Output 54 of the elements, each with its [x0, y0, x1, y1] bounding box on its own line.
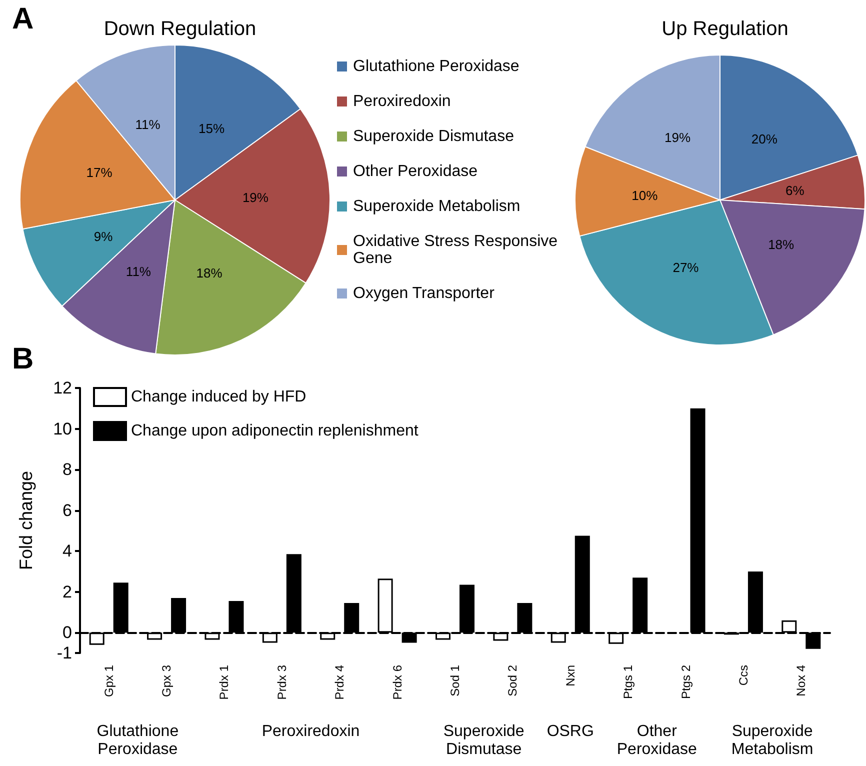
data-label: 11%: [126, 264, 152, 280]
data-label: 18%: [768, 236, 795, 252]
x-tick-label: Nox 4: [794, 664, 808, 696]
y-tick-label: -1: [56, 644, 72, 662]
text: OSRG: [546, 723, 595, 741]
legend-label: Other Peroxidase: [353, 163, 478, 180]
text: Peroxiredoxin: [260, 723, 361, 741]
y-tick-label: 8: [62, 460, 72, 480]
x-tick-label: Prdx 1: [217, 664, 232, 700]
x-tick-label: Nxn: [563, 665, 578, 686]
chart-title: Down Regulation: [104, 18, 256, 40]
data-label: 19%: [664, 130, 692, 146]
text: Superoxide Dismutase: [442, 723, 526, 759]
data-label: 6%: [786, 183, 805, 198]
y-tick-label: 10: [53, 419, 72, 438]
y-tick-label: 12: [53, 378, 72, 398]
legend-label: Change induced by HFD: [131, 388, 306, 406]
legend-label: Change upon adiponectin replenishment: [131, 422, 419, 440]
x-tick-label: Prdx 6: [390, 664, 404, 700]
x-tick-label: Prdx 4: [332, 664, 347, 700]
y-tick-label: 4: [62, 542, 72, 561]
data-label: 17%: [86, 165, 113, 180]
legend-label: Peroxiredoxin: [353, 93, 451, 110]
data-label: 11%: [135, 116, 161, 132]
y-tick-label: 2: [62, 582, 72, 602]
data-label: 27%: [672, 260, 700, 275]
text: A: [12, 2, 34, 36]
text: B: [12, 342, 34, 376]
y-tick-label: 0: [62, 623, 72, 642]
data-label: 10%: [632, 188, 658, 203]
legend-label: Superoxide Metabolism: [353, 198, 520, 215]
data-label: 9%: [94, 229, 114, 244]
text: Superoxide Metabolism: [730, 723, 814, 759]
data-label: 15%: [198, 120, 225, 136]
x-tick-label: Ptgs 1: [621, 664, 636, 700]
y-tick-label: 6: [62, 500, 72, 520]
x-tick-label: Ptgs 2: [678, 664, 693, 700]
y-axis-title: Fold change: [16, 470, 36, 570]
x-tick-label: Sod 2: [506, 664, 520, 696]
data-label: 20%: [751, 131, 778, 146]
legend-label: Glutathione Peroxidase: [353, 58, 520, 75]
x-tick-label: Gpx 3: [160, 664, 174, 698]
data-label: 18%: [196, 265, 223, 280]
x-tick-label: Prdx 3: [274, 664, 289, 700]
legend-label: Oxygen Transporter: [353, 285, 496, 302]
text: Other Peroxidase: [616, 723, 698, 759]
data-label: 19%: [242, 190, 269, 205]
x-tick-label: Gpx 1: [102, 664, 116, 698]
x-tick-label: Sod 1: [448, 664, 462, 696]
legend-label: Superoxide Dismutase: [353, 128, 514, 145]
x-tick-label: Ccs: [736, 665, 750, 686]
legend-label: Oxidative Stress Responsive Gene: [353, 233, 562, 267]
chart-title: Up Regulation: [662, 18, 788, 40]
text: Glutathione Peroxidase: [96, 723, 180, 759]
